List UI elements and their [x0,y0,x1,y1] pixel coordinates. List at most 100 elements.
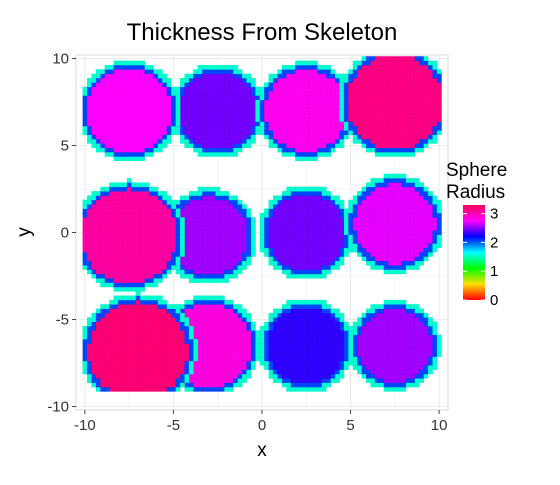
heatmap-cell [330,312,336,318]
heatmap-cell [148,151,154,157]
heatmap-cell [224,234,230,240]
heatmap-cell [374,195,380,201]
heatmap-cell [268,230,274,236]
heatmap-cell [126,225,132,231]
heatmap-cell [86,77,92,83]
heatmap-cell [317,330,323,336]
heatmap-cell [281,191,287,196]
heatmap-cell [436,130,442,136]
heatmap-cell [405,230,411,236]
heatmap-cell [237,343,243,349]
heatmap-cell [184,90,190,96]
heatmap-cell [91,238,97,244]
heatmap-cell [135,256,141,262]
heatmap-cell [414,95,420,101]
heatmap-cell [171,117,177,123]
heatmap-cell [131,156,137,162]
heatmap-cell [383,386,389,392]
heatmap-cell [157,77,163,83]
heatmap-cell [144,256,150,262]
heatmap-cell [91,121,97,127]
heatmap-cell [100,104,106,109]
heatmap-cell [184,95,190,101]
heatmap-cell [326,125,332,131]
heatmap-cell [277,217,283,223]
heatmap-cell [401,312,407,318]
heatmap-cell [188,251,194,257]
heatmap-cell [153,260,159,266]
heatmap-cell [109,117,115,123]
heatmap-cell [370,199,376,205]
heatmap-cell [321,334,327,340]
heatmap-cell [370,143,376,149]
heatmap-cell [392,321,398,327]
heatmap-cell [312,330,318,336]
heatmap-cell [334,360,340,366]
heatmap-cell [117,317,123,323]
heatmap-cell [224,330,230,336]
heatmap-cell [383,330,389,336]
heatmap-cell [277,312,283,318]
heatmap-cell [396,195,402,201]
heatmap-cell [379,143,385,149]
heatmap-cell [370,186,376,192]
heatmap-cell [126,69,132,75]
heatmap-cell [202,347,208,353]
heatmap-cell [374,191,380,196]
heatmap-cell [330,82,336,88]
heatmap-cell [268,256,274,262]
heatmap-cell [365,312,371,318]
heatmap-cell [157,230,163,236]
heatmap-cell [423,217,429,223]
heatmap-cell [215,278,221,283]
heatmap-cell [113,204,119,210]
heatmap-cell [401,69,407,75]
heatmap-cell [321,90,327,96]
heatmap-cell [339,143,345,149]
heatmap-cell [264,234,270,240]
heatmap-cell [153,278,159,283]
heatmap-cell [317,369,323,375]
heatmap-cell [206,204,212,210]
heatmap-cell [148,295,154,301]
heatmap-cell [157,238,163,244]
heatmap-cell [179,238,185,244]
heatmap-cell [113,278,119,283]
heatmap-cell [100,351,106,357]
heatmap-cell [396,217,402,223]
heatmap-cell [299,312,305,318]
heatmap-cell [210,238,216,244]
heatmap-cell [241,204,247,210]
heatmap-cell [427,351,433,357]
heatmap-cell [295,312,301,318]
heatmap-cell [109,234,115,240]
heatmap-cell [100,325,106,331]
heatmap-cell [352,99,358,105]
heatmap-cell [188,95,194,101]
heatmap-cell [95,317,101,323]
heatmap-cell [290,338,296,344]
heatmap-cell [317,264,323,270]
heatmap-cell [117,360,123,366]
heatmap-cell [308,221,314,227]
heatmap-cell [91,217,97,223]
heatmap-cell [193,343,199,349]
heatmap-cell [339,212,345,218]
heatmap-cell [246,234,252,240]
heatmap-cell [157,273,163,279]
heatmap-cell [281,351,287,357]
heatmap-cell [166,230,172,236]
heatmap-cell [286,299,292,305]
heatmap-cell [215,356,221,362]
heatmap-cell [188,90,194,96]
heatmap-cell [233,260,239,266]
heatmap-cell [423,143,429,149]
heatmap-cell [277,143,283,149]
heatmap-cell [117,147,123,153]
heatmap-cell [374,212,380,218]
heatmap-cell [140,69,146,75]
heatmap-cell [259,90,265,96]
heatmap-cell [162,208,168,214]
heatmap-cell [241,225,247,231]
heatmap-cell [405,138,411,144]
